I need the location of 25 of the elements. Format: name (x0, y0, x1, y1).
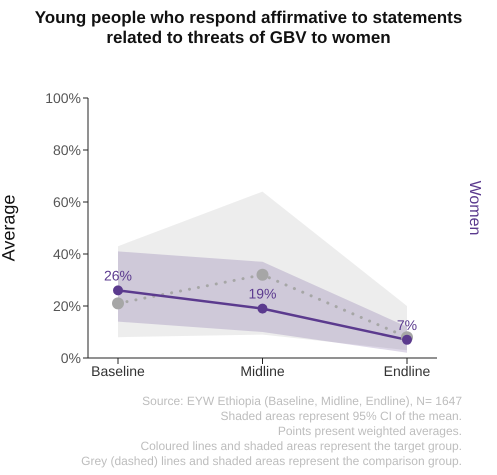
y-tick-label: 80% (52, 142, 81, 158)
x-tick-label: Baseline (91, 362, 146, 379)
x-tick-label: Endline (384, 362, 431, 379)
y-axis-title: Average (0, 194, 18, 262)
data-label: 19% (248, 286, 277, 302)
text: Shaded areas represent 95% CI of the mean. (220, 409, 462, 424)
point (113, 285, 123, 296)
x-tick-label: Midline (240, 362, 285, 379)
y-tick-label: 60% (52, 194, 81, 210)
chart-title: Young people who respond affirmative to statements related to threats of GBV to women (34, 8, 464, 48)
text: Coloured lines and shaded areas represent the target group. (139, 439, 462, 454)
point (402, 334, 412, 345)
text: Grey (dashed) lines and shaded areas represent the comparison group. (81, 454, 462, 469)
y-tick-label: 40% (52, 246, 81, 262)
point (112, 297, 124, 310)
data-label: 26% (104, 267, 132, 284)
data-label: 7% (396, 316, 418, 333)
y2-axis-title: Women (466, 180, 483, 236)
text: Points present weighted averages. (276, 424, 462, 439)
y-tick-label: 20% (52, 298, 81, 314)
point (258, 304, 268, 314)
point (256, 268, 268, 281)
source-note: Source: EYW Ethiopia (Baseline, Midline, Endline), N= 1647 (141, 394, 462, 409)
y-tick-label: 100% (45, 90, 81, 106)
y-tick-label: 0% (60, 350, 81, 366)
